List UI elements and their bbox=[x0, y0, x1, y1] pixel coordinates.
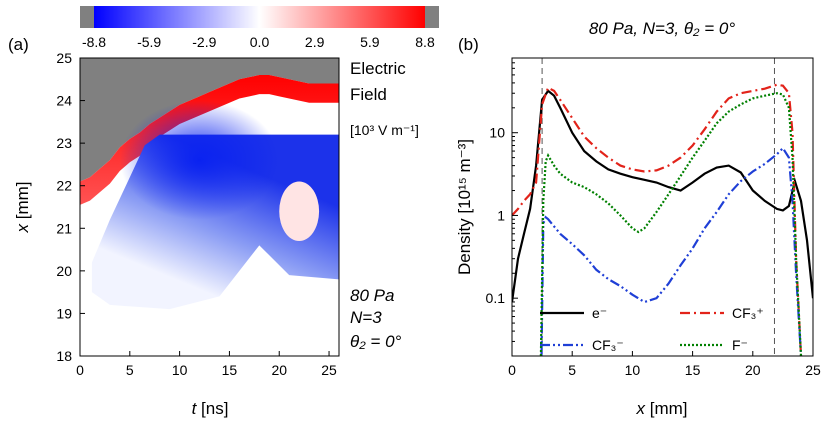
heatmap-plot bbox=[80, 58, 339, 356]
condition-theta: θ₂ = 0° bbox=[350, 332, 402, 351]
panel-b-xlabel: x [mm] bbox=[636, 399, 688, 418]
panel-a: (a) 0 5 10 15 20 25 18 19 20 21 22 23 24 25 t [ns] x … bbox=[8, 35, 419, 418]
condition-n: N=3 bbox=[350, 308, 382, 327]
x-tick-label: 5 bbox=[568, 362, 576, 378]
x-tick-label: 20 bbox=[745, 362, 761, 378]
condition-pressure: 80 Pa bbox=[350, 286, 394, 305]
panel-b-ylabel: Density [10¹⁵ m⁻³] bbox=[455, 139, 474, 275]
panel-b-frame bbox=[511, 57, 814, 357]
colorbar-tick-label: 0.0 bbox=[250, 34, 270, 50]
colorbar: -8.8 -5.9 -2.9 0.0 2.9 5.9 8.8 bbox=[80, 6, 439, 50]
colorbar-tick-label: -2.9 bbox=[192, 34, 216, 50]
density-plot bbox=[512, 58, 813, 356]
colorbar-saturated-high bbox=[425, 6, 439, 28]
x-tick-label: 10 bbox=[625, 362, 641, 378]
panel-b: (b) 80 Pa, N=3, θ₂ = 0° 0 5 10 15 20 25 0.1 1 10… bbox=[455, 19, 821, 418]
legend-label: e⁻ bbox=[592, 305, 607, 321]
x-tick-label: 25 bbox=[805, 362, 821, 378]
y-tick-label: 25 bbox=[56, 50, 72, 66]
colorbar-tick-label: 2.9 bbox=[305, 34, 325, 50]
heatmap-saturated-region bbox=[80, 58, 339, 182]
colorbar-tick-label: -5.9 bbox=[137, 34, 161, 50]
x-tick-label: 10 bbox=[172, 362, 188, 378]
colorbar-tick-label: 8.8 bbox=[415, 34, 435, 50]
x-tick-label: 0 bbox=[76, 362, 84, 378]
y-tick-label: 24 bbox=[56, 93, 72, 109]
y-tick-label: 1 bbox=[497, 207, 505, 223]
series-line bbox=[512, 89, 813, 303]
x-tick-label: 0 bbox=[508, 362, 516, 378]
panel-a-axes: 0 5 10 15 20 25 18 19 20 21 22 23 24 25 bbox=[56, 50, 337, 378]
y-tick-label: 19 bbox=[56, 305, 72, 321]
x-tick-label: 15 bbox=[222, 362, 238, 378]
colorbar-gradient bbox=[94, 6, 425, 28]
legend-label: CF₃⁺ bbox=[732, 305, 764, 321]
panel-a-xlabel: t [ns] bbox=[192, 399, 229, 418]
y-tick-label: 10 bbox=[489, 125, 505, 141]
y-tick-label: 21 bbox=[56, 220, 72, 236]
panel-a-ylabel: x [mm] bbox=[13, 182, 32, 234]
x-tick-label: 20 bbox=[271, 362, 287, 378]
y-tick-label: 0.1 bbox=[486, 290, 506, 306]
colorbar-labels: -8.8 -5.9 -2.9 0.0 2.9 5.9 8.8 bbox=[82, 34, 435, 50]
heatmap-positive-spot bbox=[279, 181, 320, 242]
panel-b-label: (b) bbox=[458, 35, 479, 54]
series-line bbox=[539, 92, 803, 356]
field-title-line2: Field bbox=[350, 85, 387, 104]
series-line bbox=[540, 146, 803, 356]
panel-a-frame bbox=[79, 57, 340, 357]
x-tick-label: 15 bbox=[685, 362, 701, 378]
x-tick-label: 5 bbox=[126, 362, 134, 378]
legend: e⁻ CF₃⁺ CF₃⁻ F⁻ bbox=[540, 305, 764, 353]
field-units: [10³ V m⁻¹] bbox=[350, 122, 419, 138]
colorbar-tick-label: -8.8 bbox=[82, 34, 106, 50]
panel-a-label: (a) bbox=[8, 35, 29, 54]
colorbar-saturated-low bbox=[80, 6, 94, 28]
y-tick-label: 22 bbox=[56, 178, 72, 194]
heatmap-negative-core bbox=[119, 100, 280, 220]
colorbar-tick-label: 5.9 bbox=[360, 34, 380, 50]
x-tick-label: 25 bbox=[321, 362, 337, 378]
y-tick-label: 20 bbox=[56, 263, 72, 279]
legend-label: F⁻ bbox=[732, 337, 748, 353]
series-line bbox=[512, 83, 803, 356]
y-tick-label: 23 bbox=[56, 135, 72, 151]
panel-b-title: 80 Pa, N=3, θ₂ = 0° bbox=[589, 19, 736, 38]
panel-b-axes: 0 5 10 15 20 25 0.1 1 10 bbox=[486, 57, 821, 378]
y-tick-label: 18 bbox=[56, 348, 72, 364]
field-title-line1: Electric bbox=[350, 59, 406, 78]
legend-label: CF₃⁻ bbox=[592, 337, 624, 353]
